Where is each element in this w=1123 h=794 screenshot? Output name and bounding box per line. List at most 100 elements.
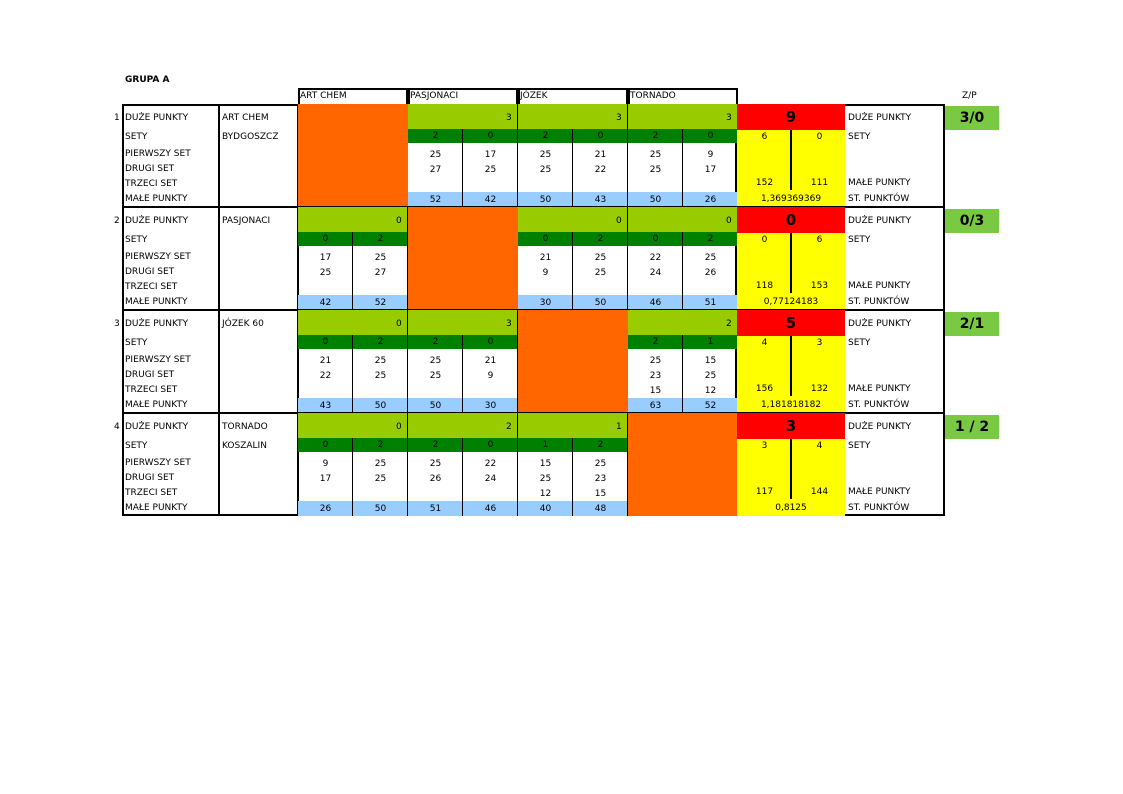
row-label-male_punkty: MAŁE PUNKTY	[125, 194, 188, 204]
match-right-border	[517, 104, 518, 207]
row-label-trzeci_set: TRZECI SET	[125, 385, 178, 395]
match-right-border	[407, 207, 408, 310]
match-small-value: 46	[484, 504, 497, 514]
ratio-value: 1,369369369	[760, 194, 822, 204]
match-divider	[352, 232, 353, 310]
match-sets-value: 0	[487, 131, 494, 141]
team-name: ART CHEM	[222, 113, 269, 123]
match-small-value: 51	[704, 298, 717, 308]
match-s1-value: 25	[649, 356, 662, 366]
match-s3-value: 15	[594, 489, 607, 499]
match-sets-bar	[628, 129, 738, 143]
team-index: 3	[114, 319, 120, 329]
match-s1-value: 25	[429, 150, 442, 160]
match-s1-value: 25	[374, 253, 387, 263]
row-label-trzeci_set: TRZECI SET	[125, 282, 178, 292]
column-header-label: TORNADO	[630, 91, 676, 101]
match-sets-value: 2	[377, 337, 384, 347]
match-s1-value: 22	[484, 459, 497, 469]
match-divider	[352, 335, 353, 413]
sets-lost: 4	[816, 441, 823, 451]
match-small-bar	[518, 192, 628, 207]
match-s2-value: 25	[374, 474, 387, 484]
right-label-duze: DUŻE PUNKTY	[848, 319, 912, 329]
match-points-bar	[298, 413, 408, 438]
row-label-male_punkty: MAŁE PUNKTY	[125, 400, 188, 410]
match-points: 0	[616, 216, 622, 226]
row-label-duze_punkty: DUŻE PUNKTY	[125, 113, 189, 123]
match-divider	[572, 129, 573, 207]
right-label-male: MAŁE PUNKTY	[848, 487, 911, 497]
match-small-value: 26	[704, 195, 717, 205]
small-won: 117	[755, 487, 774, 497]
sets-won: 6	[761, 132, 768, 142]
match-points-bar	[408, 413, 518, 438]
team-city: BYDGOSZCZ	[222, 132, 279, 142]
column-header-label: ART CHEM	[300, 91, 347, 101]
ratio-value: 0,8125	[775, 503, 807, 513]
big-points-value: 0	[785, 211, 797, 229]
match-sets-value: 0	[487, 337, 494, 347]
match-s1-value: 25	[704, 253, 717, 263]
match-divider	[682, 335, 683, 413]
zp-badge: 2/1	[945, 312, 999, 336]
right-label-duze: DUŻE PUNKTY	[848, 422, 912, 432]
right-label-male: MAŁE PUNKTY	[848, 281, 911, 291]
match-sets-value: 2	[652, 337, 659, 347]
match-s2-value: 26	[429, 474, 442, 484]
match-s2-value: 24	[484, 474, 497, 484]
row-label-pierwszy_set: PIERWSZY SET	[125, 355, 191, 365]
team-name: PASJONACI	[222, 216, 271, 226]
match-s3-value: 12	[539, 489, 552, 499]
match-small-value: 50	[649, 195, 662, 205]
column-header-3	[628, 88, 738, 104]
match-points: 0	[726, 216, 732, 226]
match-right-border	[627, 207, 628, 310]
match-small-value: 42	[319, 298, 332, 308]
match-sets-value: 0	[322, 440, 329, 450]
team-city: KOSZALIN	[222, 441, 267, 451]
team-index: 4	[114, 422, 120, 432]
sets-lost: 3	[816, 338, 823, 348]
match-sets-value: 1	[542, 440, 549, 450]
match-divider	[352, 438, 353, 516]
match-sets-value: 2	[597, 234, 604, 244]
match-small-value: 52	[429, 195, 442, 205]
match-points: 3	[616, 113, 622, 123]
row-label-sety: SETY	[125, 441, 148, 451]
match-s2-value: 17	[704, 165, 717, 175]
zp-badge: 1 / 2	[945, 415, 999, 439]
match-sets-bar	[298, 335, 408, 349]
self-match-cell	[298, 104, 408, 207]
team-name: TORNADO	[222, 422, 268, 432]
match-points-bar	[628, 207, 738, 232]
ratio-value: 0,77124183	[763, 297, 819, 307]
match-points: 3	[506, 319, 512, 329]
match-s1-value: 17	[484, 150, 497, 160]
match-s2-value: 27	[429, 165, 442, 175]
row-label-drugi_set: DRUGI SET	[125, 370, 175, 380]
match-s1-value: 25	[429, 459, 442, 469]
match-points-bar	[298, 207, 408, 232]
match-small-value: 30	[484, 401, 497, 411]
match-right-border	[407, 413, 408, 516]
match-small-value: 42	[484, 195, 497, 205]
match-sets-value: 2	[597, 440, 604, 450]
match-small-value: 43	[594, 195, 607, 205]
match-points: 1	[616, 422, 622, 432]
match-points-bar	[628, 104, 738, 129]
match-s3-value: 12	[704, 386, 717, 396]
match-small-bar	[298, 398, 408, 413]
right-label-sety: SETY	[848, 441, 871, 451]
match-right-border	[517, 310, 518, 413]
match-sets-bar	[298, 232, 408, 246]
match-s2-value: 23	[649, 371, 662, 381]
match-sets-bar	[628, 232, 738, 246]
small-won: 152	[755, 178, 774, 188]
match-sets-value: 0	[487, 440, 494, 450]
match-small-bar	[518, 501, 628, 516]
match-s1-value: 25	[374, 459, 387, 469]
match-s1-value: 25	[594, 253, 607, 263]
match-small-bar	[628, 192, 738, 207]
match-right-border	[627, 413, 628, 516]
